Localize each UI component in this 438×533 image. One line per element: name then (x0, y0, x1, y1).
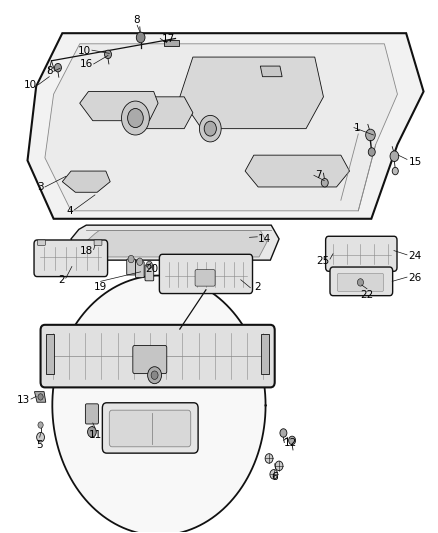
Circle shape (38, 394, 43, 400)
Text: 16: 16 (80, 59, 93, 69)
Polygon shape (261, 334, 269, 374)
Circle shape (128, 255, 134, 263)
FancyBboxPatch shape (110, 410, 191, 447)
Text: 6: 6 (272, 472, 278, 482)
Circle shape (289, 436, 296, 445)
Polygon shape (119, 97, 193, 128)
Text: 4: 4 (67, 206, 73, 216)
Polygon shape (164, 40, 179, 46)
Text: 11: 11 (88, 430, 102, 440)
Circle shape (136, 32, 145, 43)
Polygon shape (245, 155, 350, 187)
Polygon shape (71, 225, 279, 260)
Polygon shape (80, 92, 158, 120)
Circle shape (37, 432, 45, 442)
Circle shape (151, 371, 158, 379)
Circle shape (392, 167, 398, 175)
Circle shape (204, 121, 216, 136)
Text: 18: 18 (80, 246, 93, 256)
Circle shape (270, 470, 278, 479)
Polygon shape (180, 57, 323, 128)
Text: 17: 17 (162, 34, 175, 44)
Circle shape (54, 63, 61, 72)
Polygon shape (260, 66, 282, 77)
FancyBboxPatch shape (133, 345, 167, 374)
Polygon shape (28, 33, 424, 219)
Text: 20: 20 (145, 264, 158, 274)
Polygon shape (35, 392, 46, 402)
Circle shape (390, 151, 399, 161)
Circle shape (146, 261, 152, 269)
FancyBboxPatch shape (41, 325, 275, 387)
FancyBboxPatch shape (34, 240, 108, 277)
Text: 8: 8 (133, 15, 140, 25)
Circle shape (38, 422, 43, 428)
Circle shape (368, 148, 375, 156)
Polygon shape (62, 171, 110, 192)
Circle shape (148, 367, 162, 384)
Circle shape (366, 129, 375, 141)
Circle shape (105, 50, 112, 59)
Text: 26: 26 (408, 273, 421, 283)
Text: 3: 3 (37, 182, 44, 192)
FancyBboxPatch shape (145, 265, 154, 281)
Text: 7: 7 (315, 171, 321, 180)
Polygon shape (87, 230, 267, 257)
Text: 19: 19 (94, 282, 107, 293)
Text: 10: 10 (24, 79, 37, 90)
FancyBboxPatch shape (195, 270, 215, 286)
FancyBboxPatch shape (38, 240, 46, 245)
Text: 1: 1 (354, 123, 360, 133)
Text: 2: 2 (58, 274, 64, 285)
Circle shape (121, 101, 149, 135)
FancyBboxPatch shape (330, 267, 392, 296)
Polygon shape (45, 44, 397, 211)
Circle shape (357, 279, 364, 286)
FancyBboxPatch shape (85, 404, 99, 424)
FancyBboxPatch shape (325, 236, 397, 271)
FancyBboxPatch shape (102, 403, 198, 453)
Text: 24: 24 (408, 251, 421, 261)
FancyBboxPatch shape (159, 254, 253, 294)
Text: 5: 5 (36, 440, 43, 450)
FancyBboxPatch shape (94, 240, 102, 245)
Circle shape (88, 426, 96, 437)
Circle shape (280, 429, 287, 437)
Text: 8: 8 (46, 67, 53, 76)
Circle shape (275, 461, 283, 471)
Circle shape (137, 258, 143, 265)
Circle shape (321, 179, 328, 187)
FancyBboxPatch shape (135, 262, 144, 278)
Circle shape (127, 109, 143, 127)
Polygon shape (46, 334, 54, 374)
Text: 10: 10 (78, 46, 91, 56)
Text: 25: 25 (316, 256, 329, 266)
Circle shape (199, 115, 221, 142)
Circle shape (52, 276, 265, 533)
FancyBboxPatch shape (127, 259, 135, 275)
Text: 15: 15 (408, 157, 421, 166)
Circle shape (265, 454, 273, 463)
FancyBboxPatch shape (337, 273, 384, 292)
Text: 13: 13 (17, 395, 30, 405)
Text: 12: 12 (284, 438, 297, 448)
Text: 14: 14 (258, 234, 272, 244)
Text: 2: 2 (254, 281, 261, 292)
Text: 22: 22 (360, 290, 374, 301)
